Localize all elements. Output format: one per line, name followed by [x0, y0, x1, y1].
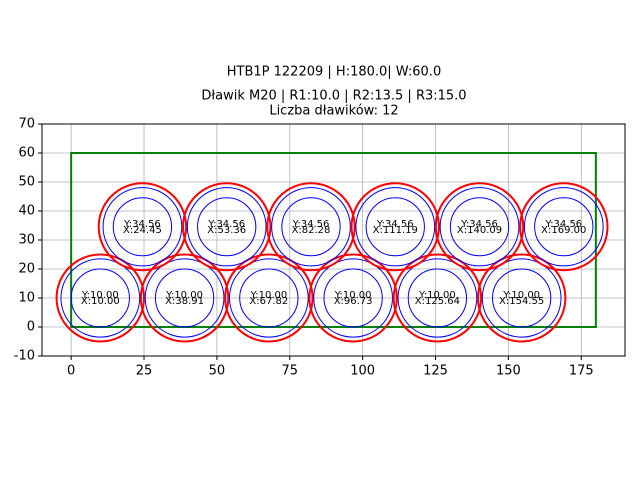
gland-circle [365, 197, 425, 257]
gland-circle [70, 268, 130, 328]
y-label: Y:34.56 [123, 219, 161, 230]
x-label: X:111.19 [373, 225, 418, 236]
x-label: X:96.73 [334, 296, 373, 307]
gland-circle [181, 182, 272, 272]
gland-circle [323, 268, 383, 328]
x-label: X:169.00 [541, 225, 586, 236]
y-tick-label: 60 [18, 146, 35, 161]
y-label: Y:10.00 [334, 290, 372, 301]
x-label: X:125.64 [415, 296, 460, 307]
x-label: X:24.45 [123, 225, 162, 236]
x-label: X:67.82 [249, 296, 288, 307]
y-tick-label: -10 [14, 349, 35, 364]
x-tick-label: 0 [67, 364, 75, 379]
gland-circle [102, 187, 183, 267]
x-tick-label: 100 [350, 364, 375, 379]
chart-subtitle: Dławik M20 | R1:10.0 | R2:13.5 | R3:15.0 [201, 89, 466, 104]
gland-circle [97, 182, 188, 272]
gland-circle [439, 187, 520, 267]
y-tick-label: 50 [18, 175, 35, 190]
gland-circle [523, 187, 604, 267]
gland-circle [266, 182, 356, 272]
gland-circle [534, 197, 594, 257]
gland-circle [55, 253, 146, 343]
gland-circle [434, 182, 525, 272]
gland-circle [397, 258, 478, 338]
y-label: Y:10.00 [502, 290, 540, 301]
y-label: Y:10.00 [249, 290, 287, 301]
boundary [70, 152, 597, 328]
gland-circle [476, 253, 567, 343]
gland-circle [281, 197, 341, 257]
y-label: Y:34.56 [460, 219, 498, 230]
x-tick-label: 75 [282, 364, 299, 379]
gland-circle [239, 268, 299, 328]
x-tick-label: 125 [423, 364, 448, 379]
gland-circle [271, 187, 351, 267]
gland-circle [186, 187, 267, 267]
axes-frame [41, 123, 626, 357]
chart-title: HTB1P 122209 | H:180.0| W:60.0 [227, 65, 441, 80]
y-tick-label: 20 [18, 262, 35, 277]
x-label: X:53.36 [207, 225, 246, 236]
x-tick-label: 150 [496, 364, 521, 379]
gland-circle [407, 268, 468, 328]
gland-circle [355, 187, 436, 267]
gland-circle [154, 268, 215, 328]
y-label: Y:34.56 [292, 219, 330, 230]
gland-circle [449, 197, 510, 257]
y-tick-label: 40 [18, 204, 35, 219]
x-tick-label: 25 [136, 364, 153, 379]
x-tick-label: 50 [209, 364, 226, 379]
y-label: Y:34.56 [207, 219, 245, 230]
gland-circle [197, 197, 257, 257]
y-tick-label: 70 [18, 117, 35, 132]
gland-circle [60, 258, 141, 338]
y-tick-label: 0 [27, 320, 35, 335]
gland-circle [392, 253, 483, 343]
x-label: X:154.55 [499, 296, 544, 307]
x-label: X:140.09 [457, 225, 502, 236]
x-label: X:82.28 [292, 225, 331, 236]
count-label: Liczba dławików: 12 [269, 104, 398, 119]
x-label: X:38.91 [165, 296, 204, 307]
gland-circle [224, 253, 314, 343]
gland-circle [313, 258, 393, 338]
y-label: Y:34.56 [544, 219, 582, 230]
y-label: Y:10.00 [418, 290, 456, 301]
gland-circle [112, 197, 173, 257]
y-label: Y:10.00 [81, 290, 119, 301]
gland-circle [481, 258, 562, 338]
y-tick-label: 10 [18, 291, 35, 306]
gland-circle [350, 182, 440, 272]
gland-circle [492, 268, 552, 328]
gland-circle [228, 258, 309, 338]
gland-circle [144, 258, 225, 338]
gland-circle [139, 253, 230, 343]
y-label: Y:10.00 [165, 290, 203, 301]
y-tick-label: 30 [18, 233, 35, 248]
gland-circle [519, 182, 609, 272]
y-label: Y:34.56 [376, 219, 414, 230]
x-label: X:10.00 [81, 296, 120, 307]
x-tick-label: 175 [569, 364, 594, 379]
gland-circle [308, 253, 398, 343]
